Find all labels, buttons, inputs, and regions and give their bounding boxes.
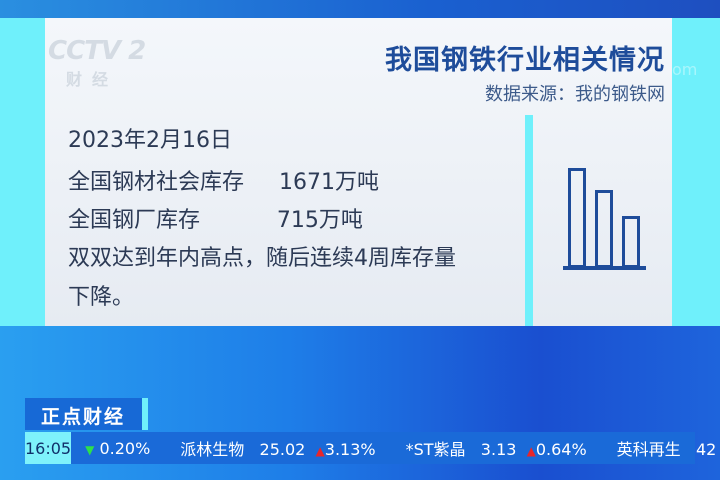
ticker-item: 英科再生 42 [616,440,717,459]
program-name: 正点财经 [25,398,148,430]
top-strip [0,0,720,18]
icon-bar-3 [622,216,640,268]
up-arrow-icon: ▲ [526,444,536,458]
watermark: om [672,60,698,79]
logo-text: CCTV 2 [48,36,146,66]
ticker-item: *ST紫晶 3.13 ▲0.64% [405,440,587,459]
social-inventory-line: 全国钢材社会库存 1671万吨 [68,170,379,195]
mill-inventory-line: 全国钢厂库存 715万吨 [68,208,363,233]
ticker-item: 派林生物 25.02 ▲3.13% [180,440,376,459]
panel-title: 我国钢铁行业相关情况 [385,45,665,76]
stock-ticker: 16:05 ▼ 0.20% 派林生物 25.02 ▲3.13% *ST紫晶 3.… [25,432,716,464]
divider-bar [525,115,533,326]
up-arrow-icon: ▲ [315,444,325,458]
clock: 16:05 [25,432,72,464]
data-source: 数据来源：我的钢铁网 [485,84,665,105]
logo-sub: 财经 [66,70,119,89]
ticker-item: ▼ 0.20% [85,438,151,458]
date-line: 2023年2月16日 [68,128,232,153]
icon-bar-2 [595,190,613,268]
summary-line-2: 下降。 [68,285,135,310]
cctv2-logo: CCTV 2 财经 [48,36,146,90]
info-panel [45,18,672,326]
icon-baseline [563,266,646,270]
icon-bar-1 [568,168,586,268]
down-arrow-icon: ▼ [85,442,95,457]
summary-line: 双双达到年内高点，随后连续4周库存量 [68,246,456,271]
